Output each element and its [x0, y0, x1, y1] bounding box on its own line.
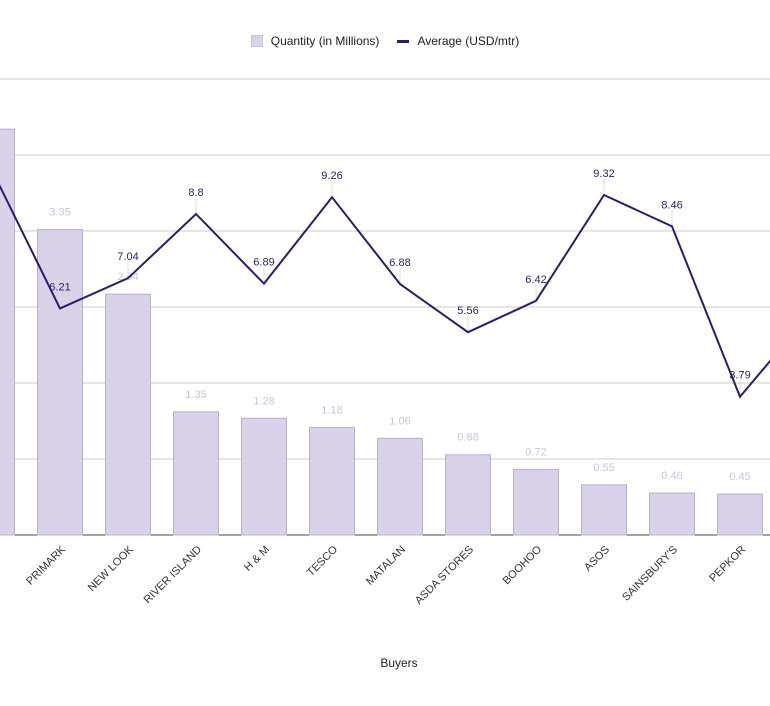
- x-tick-label-4: H & M: [242, 544, 272, 574]
- bar-label-5: 1.18: [321, 404, 342, 416]
- line-label-3: 8.8: [188, 187, 203, 199]
- line-label-1: 6.21: [49, 281, 70, 293]
- legend-swatch-bar: [250, 35, 263, 47]
- x-tick-label-5: TESCO: [305, 543, 341, 579]
- bar-label-4: 1.28: [253, 395, 274, 407]
- bar-5: [309, 426, 355, 536]
- legend-label-average: Average (USD/mtr): [417, 34, 520, 48]
- legend-item-average[interactable]: Average (USD/mtr): [397, 34, 519, 48]
- bar-2: [105, 293, 151, 536]
- legend-swatch-line: [397, 39, 410, 43]
- line-label-7: 5.56: [457, 305, 478, 317]
- line-label-6: 6.88: [389, 257, 410, 269]
- bar-1: [37, 228, 83, 536]
- bar-0: [0, 128, 15, 536]
- line-label-10: 8.46: [661, 199, 682, 211]
- x-tick-label-10: SAINSBURY'S: [620, 544, 680, 604]
- legend-label-quantity: Quantity (in Millions): [270, 34, 380, 48]
- average-line: [0, 184, 770, 399]
- x-axis-title: Buyers: [380, 656, 418, 670]
- line-label-2: 7.04: [117, 251, 138, 263]
- x-tick-label-11: PEPKOR: [707, 544, 748, 585]
- bar-label-9: 0.55: [593, 462, 614, 474]
- bar-label-6: 1.06: [389, 415, 410, 427]
- x-tick-label-1: PRIMARK: [24, 543, 68, 587]
- line-label-9: 9.32: [593, 168, 614, 180]
- bar-7: [445, 454, 491, 536]
- line-label-4: 6.89: [253, 257, 274, 269]
- bar-9: [581, 484, 627, 536]
- x-tick-label-8: BOOHOO: [501, 543, 545, 587]
- x-tick-label-6: MATALAN: [364, 544, 408, 588]
- legend-item-quantity[interactable]: Quantity (in Millions): [250, 34, 380, 48]
- bar-label-10: 0.46: [661, 470, 682, 482]
- bar-10: [649, 492, 695, 536]
- x-tick-label-3: RIVER ISLAND: [142, 544, 205, 607]
- bar-8: [513, 468, 559, 536]
- bar-label-7: 0.88: [457, 432, 478, 444]
- bar-4: [241, 417, 287, 536]
- bar-label-8: 0.72: [525, 446, 546, 458]
- bar-6: [377, 437, 423, 536]
- x-tick-label-2: NEW LOOK: [86, 543, 137, 594]
- line-label-5: 9.26: [321, 170, 342, 182]
- bar-label-11: 0.45: [729, 471, 750, 483]
- bar-label-1: 3.35: [49, 206, 70, 218]
- bar-3: [173, 411, 219, 536]
- bar-label-3: 1.35: [185, 389, 206, 401]
- x-tick-label-9: ASOS: [582, 544, 612, 574]
- line-label-11: 3.79: [729, 370, 750, 382]
- bar-11: [717, 493, 763, 536]
- chart-legend: Quantity (in Millions) Average (USD/mtr): [0, 34, 770, 48]
- x-tick-label-7: ASDA STORES: [413, 544, 476, 607]
- line-label-8: 6.42: [525, 274, 546, 286]
